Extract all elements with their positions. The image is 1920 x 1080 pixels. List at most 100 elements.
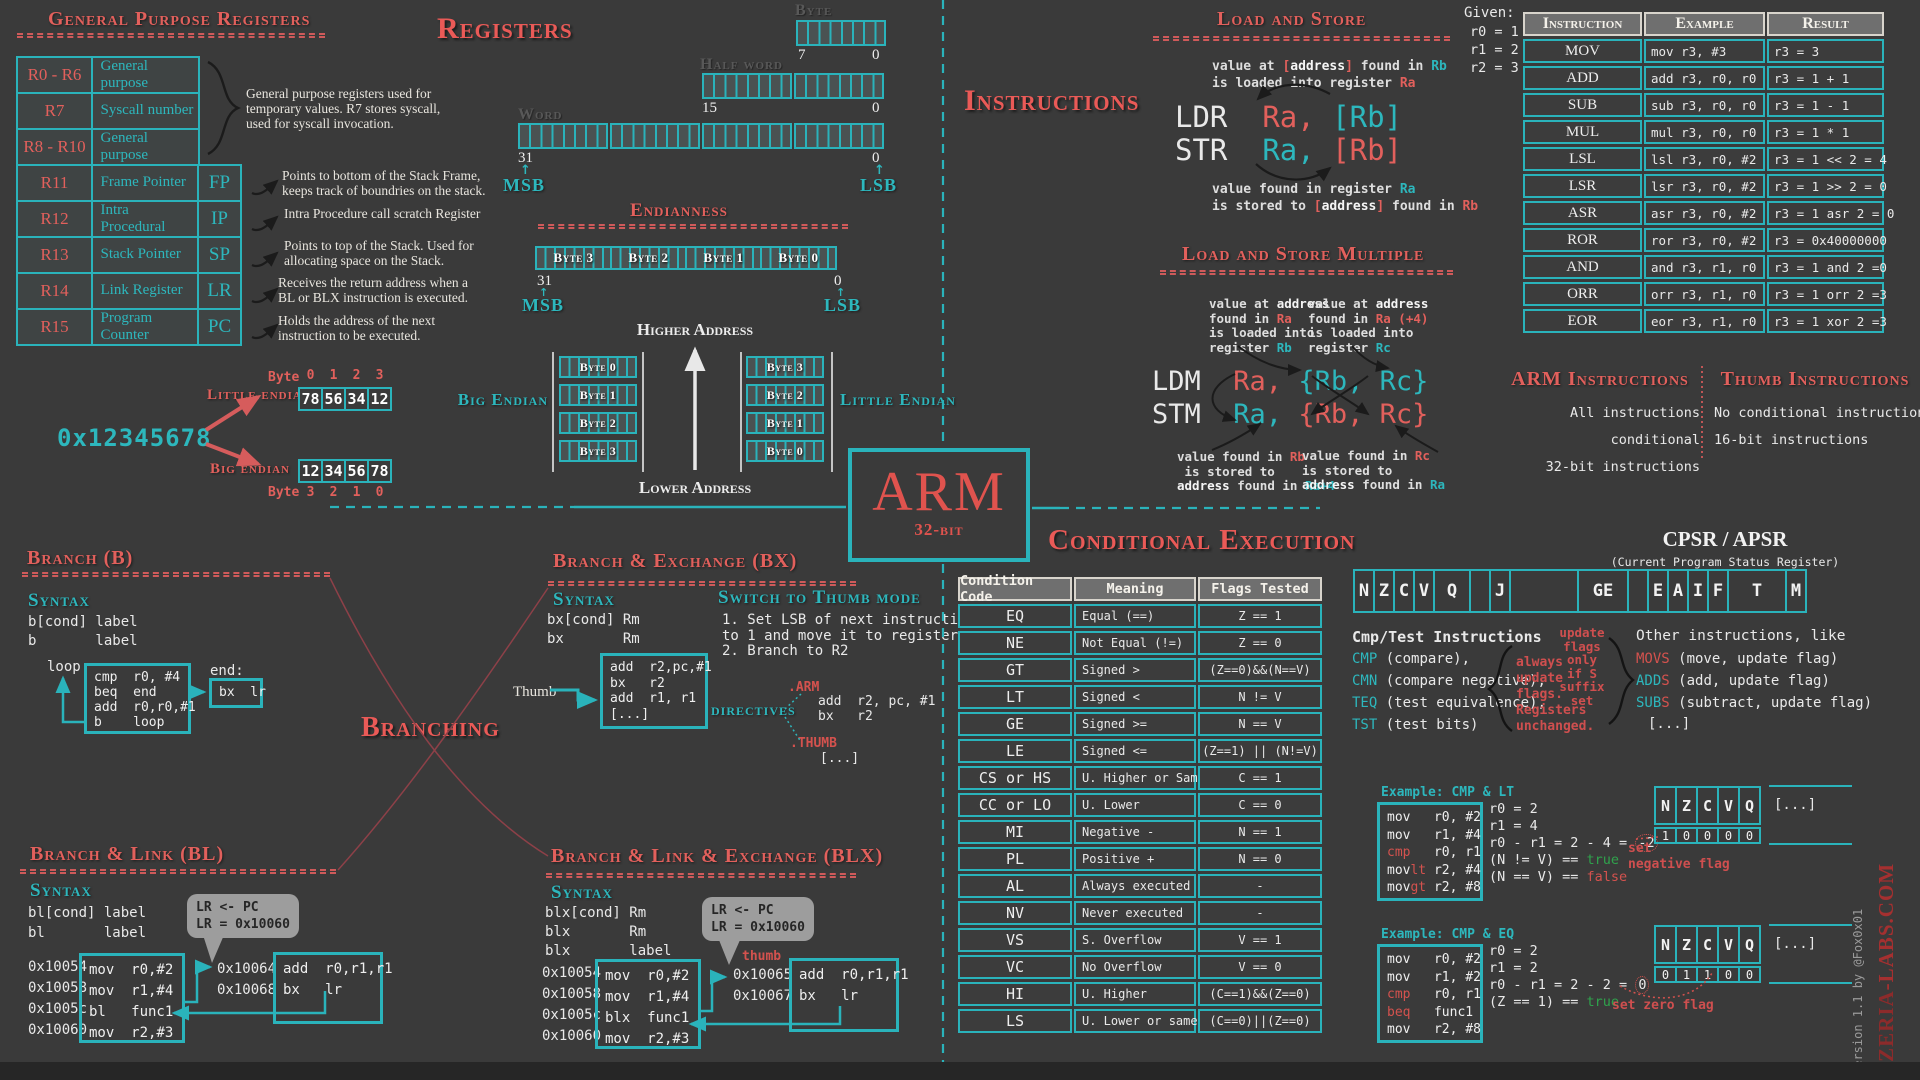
example-eq-code-box: mov r0, #2 mov r1, #2 cmp r0, r1 beq func1 m… (1377, 944, 1483, 1043)
instruction-example-cell: sub r3, r0, r0 (1644, 93, 1765, 117)
bx-title: Branch & Exchange (BX) (553, 550, 798, 572)
gpr-register-name: R15 (16, 307, 93, 346)
endianness-byte-cell: Byte 3 (535, 246, 612, 270)
site-credit-domain: -LABS.COM (1874, 862, 1898, 991)
bl-lr-bubble: LR <- PC LR = 0x10060 (187, 894, 299, 938)
instruction-example-cell: mov r3, #3 (1644, 39, 1765, 63)
gpr-register-desc: Frame Pointer (90, 163, 200, 202)
flags-tested-cell: N == 1 (1198, 820, 1322, 844)
byte-value-cell: 34 (321, 459, 346, 483)
condition-code-cell: EQ (958, 604, 1072, 628)
byte-index: 2 (352, 368, 361, 383)
instruction-name-cell: EOR (1523, 309, 1642, 333)
cpsr-title: CPSR / APSR (1662, 527, 1788, 551)
bl-left-code-box: mov r0,#2 mov r1,#4 bl func1 mov r2,#3 (79, 953, 185, 1043)
flag-name-cell: Z (1675, 786, 1698, 825)
word-msb-label: MSB (503, 175, 546, 195)
bl-right-code-box: add r0,r1,r1 bx lr (273, 952, 393, 1024)
switch-thumb-steps: 1. Set LSB of next instruction to 1 and m… (722, 612, 975, 659)
cpsr-bit-cell (1509, 569, 1579, 613)
meaning-cell: Signed >= (1074, 712, 1196, 736)
branch-b-underline (22, 572, 330, 577)
thumb-directive-code: [...] (820, 751, 860, 766)
meaning-cell: Signed > (1074, 658, 1196, 682)
instruction-example-cell: add r3, r0, r0 (1644, 66, 1765, 90)
load-store-underline (1153, 36, 1450, 41)
flag-name-cell: Q (1738, 786, 1761, 825)
gpr-note-fp: Points to bottom of the Stack Frame, keep… (282, 168, 486, 198)
blx-left-addresses: 0x10054 0x10058 0x1005c 0x10060 (542, 965, 602, 1044)
branch-b-code-box: cmp r0, #4 beq end add r0,r0,#1 b loop (84, 663, 196, 734)
condition-code-cell: GT (958, 658, 1072, 682)
other-instructions-more: [...] (1648, 716, 1691, 732)
condition-code-cell: NE (958, 631, 1072, 655)
flag-value-cell: 1 (1675, 966, 1698, 983)
example-lt-flags-more: [...] (1774, 797, 1817, 813)
byte-value-cell: 12 (367, 387, 392, 411)
instruction-result-cell: r3 = 1 and 2 =0 (1767, 255, 1887, 279)
flags-tested-cell: N == V (1198, 712, 1322, 736)
other-instructions-list: MOVS (move, update flag) ADDS (add, updat… (1636, 648, 1872, 714)
flags-tested-cell: C == 1 (1198, 766, 1322, 790)
endianness-lsb-arrow-icon: ↑ (836, 286, 846, 299)
bl-right-addresses: 0x10064 0x10068 (217, 961, 277, 998)
flag-value-cell: 1 (1696, 966, 1719, 983)
instruction-result-cell: r3 = 0x40000000 (1767, 228, 1887, 252)
instruction-result-cell: r3 = 1 * 1 (1767, 120, 1884, 144)
stm-note-right: value found in Rc is stored to address fou… (1302, 448, 1446, 492)
cpsr-bit-cell: N (1353, 569, 1375, 613)
cpsr-bit-cell: GE (1577, 569, 1629, 613)
instruction-example-cell: mul r3, r0, r0 (1644, 120, 1765, 144)
gpr-register-name: R13 (16, 235, 93, 274)
halfword-lo-bit: 0 (872, 100, 880, 116)
gpr-underline (17, 33, 325, 38)
site-credit: AZERIA-LABS.COM (1874, 840, 1899, 1078)
condition-code-cell: NV (958, 901, 1072, 925)
cpsr-bit-cell: M (1785, 569, 1807, 613)
instruction-example-cell: ror r3, r0, #2 (1644, 228, 1765, 252)
other-instruction-item: MOVS (move, update flag) (1636, 651, 1839, 667)
gpr-register-name: R14 (16, 271, 93, 310)
branch-b-end-box: bx lr (209, 678, 266, 708)
byte-diagram-label: Byte (795, 2, 833, 19)
endianness-underline (538, 224, 848, 229)
gpr-register-desc: Stack Pointer (90, 235, 200, 274)
end-label: end: (210, 663, 244, 679)
flag-value-cell: 0 (1675, 827, 1698, 844)
endianness-title: Endianness (630, 200, 728, 221)
byte-value-cell: 78 (367, 459, 392, 483)
instruction-example-cell: lsl r3, r0, #2 (1644, 147, 1765, 171)
big-endian-byte: Byte 1 (559, 384, 637, 406)
instruction-name-cell: LSL (1523, 147, 1642, 171)
halfword-cells-b (794, 73, 884, 99)
gpr-register-abbr: LR (197, 271, 242, 310)
thumb-directive: .THUMB (790, 736, 837, 751)
gpr-register-name: R8 - R10 (16, 127, 93, 166)
gpr-register-name: R0 - R6 (16, 55, 93, 94)
byte-diagram-cells (796, 20, 886, 46)
byte-index: 0 (375, 485, 384, 500)
cpsr-bit-cell (1627, 569, 1649, 613)
flag-name-cell: N (1654, 925, 1677, 964)
lower-address-label: Lower Address (638, 478, 752, 497)
cpsr-subtitle: (Current Program Status Register) (1610, 555, 1840, 569)
word-lsb-label: LSB (860, 175, 898, 195)
blx-underline (546, 873, 856, 878)
condition-code-cell: LE (958, 739, 1072, 763)
cmp-test-item: TST (test bits) (1352, 717, 1479, 733)
flag-name-cell: N (1654, 786, 1677, 825)
bl-syntax-label: Syntax (30, 880, 92, 901)
gpr-table-row: R14 Link Register LR (16, 271, 242, 310)
endianness-lsb-label: LSB (824, 295, 862, 315)
flags-tested-cell: N != V (1198, 685, 1322, 709)
meaning-cell: No Overflow (1074, 955, 1196, 979)
byte-index: 1 (329, 368, 338, 383)
condition-code-cell: VS (958, 928, 1072, 952)
condition-code-cell: CC or LO (958, 793, 1072, 817)
instruction-result-cell: r3 = 1 - 1 (1767, 93, 1884, 117)
byte-value-cell: 12 (298, 459, 323, 483)
endianness-byte-cell: Byte 1 (685, 246, 762, 270)
